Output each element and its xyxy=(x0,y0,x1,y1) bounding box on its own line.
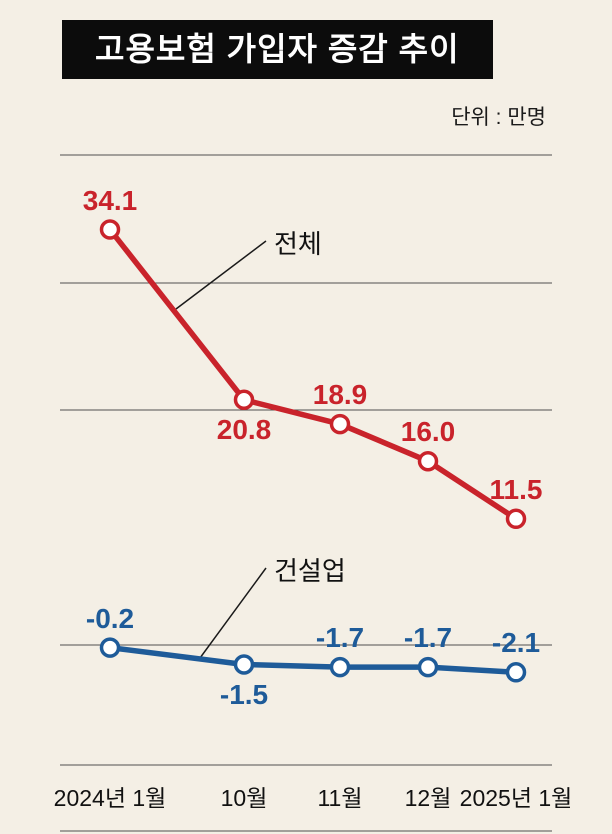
data-point xyxy=(417,656,439,678)
data-point xyxy=(505,508,527,530)
data-point xyxy=(329,656,351,678)
pointer-line-construction xyxy=(199,567,267,659)
chart-title: 고용보험 가입자 증감 추이 xyxy=(95,31,460,67)
series-label-construction: 건설업 xyxy=(274,556,346,586)
series-line-construction xyxy=(107,644,519,676)
data-point xyxy=(417,450,439,472)
unit-label: 단위 : 만명 xyxy=(451,106,546,129)
data-point xyxy=(233,654,255,675)
data-point xyxy=(329,413,351,435)
pointer-line-total xyxy=(175,240,267,310)
data-point xyxy=(505,662,527,683)
data-point xyxy=(99,637,121,658)
data-point xyxy=(233,389,255,411)
chart-title-box: 고용보험 가입자 증감 추이 xyxy=(62,20,493,79)
series-label-total: 전체 xyxy=(274,229,322,259)
data-point xyxy=(99,219,121,240)
series-line-total xyxy=(107,226,519,522)
